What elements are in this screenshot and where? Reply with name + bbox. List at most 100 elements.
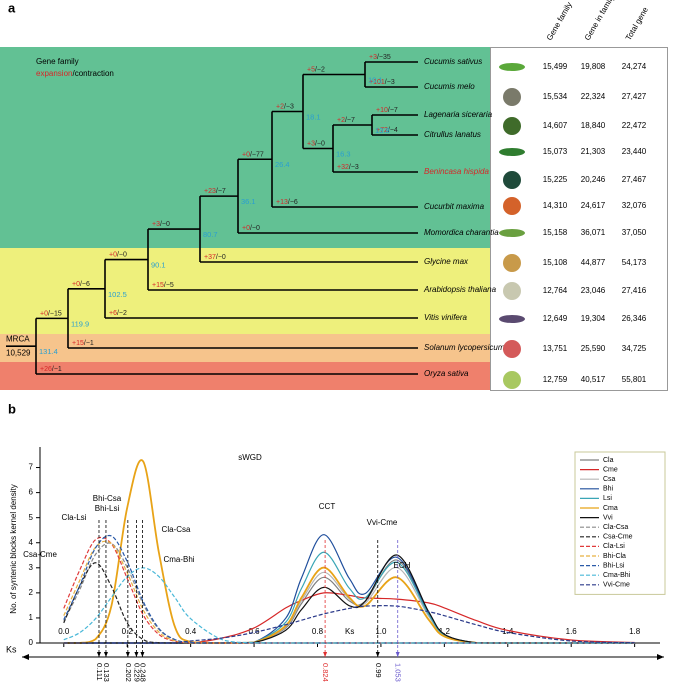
y-tick-label: 4 (29, 538, 34, 547)
contraction-count: /−4 (388, 127, 398, 134)
expansion-count: +10 (376, 107, 388, 114)
branch-change: +2/−7 (337, 117, 355, 124)
contraction-count: /−3 (284, 103, 294, 110)
table-cell: 15,073 (543, 147, 568, 156)
peak-annotation: Cla-Csa (162, 525, 191, 534)
branch-change: +101/−3 (369, 79, 395, 86)
table-cell: 19,304 (581, 314, 606, 323)
mrca-count: 10,529 (6, 348, 31, 357)
contraction-count: /−3 (349, 164, 359, 171)
species-name: Benincasa hispida (424, 167, 489, 176)
node-age: 131.4 (39, 347, 58, 356)
table-cell: 15,534 (543, 92, 568, 101)
ks-marker-arrow (103, 652, 108, 657)
table-cell: 19,808 (581, 62, 606, 71)
density-curve (63, 567, 635, 644)
peak-annotation: CCT (319, 502, 336, 511)
contraction-count: /−1 (52, 366, 62, 373)
ks-marker-label: 0.248 (138, 663, 147, 682)
table-cell: 22,324 (581, 92, 606, 101)
node-age: 26.4 (275, 160, 290, 169)
expansion-count: +15 (152, 282, 164, 289)
legend-label: Cme (603, 466, 618, 473)
species-name: Lagenaria siceraria (424, 110, 493, 119)
ks-marker-label: 0.111 (95, 663, 104, 681)
branch-change: +13/−6 (276, 199, 298, 206)
legend-label: Cma-Bhi (603, 572, 631, 579)
branch-change: +32/−3 (337, 164, 359, 171)
legend-label: Cla-Lsi (603, 543, 625, 550)
table-cell: 24,274 (622, 62, 647, 71)
contraction-count: /−0 (250, 225, 260, 232)
contraction-count: /−7 (345, 117, 355, 124)
density-curve (63, 459, 635, 644)
node-age: 13.8 (375, 126, 390, 135)
contraction-count: /−6 (80, 281, 90, 288)
species-name: Momordica charantia (424, 228, 499, 237)
y-axis-label: No. of syntenic blocks kernel density (9, 484, 18, 613)
plant-icon (499, 148, 525, 156)
table-cell: 36,071 (581, 228, 606, 237)
branch-change: +0/−77 (242, 151, 264, 158)
expansion-count: +37 (204, 254, 216, 261)
legend-title: Gene family (36, 57, 79, 66)
ks-marker-label: 0.133 (102, 663, 111, 682)
branch-change: +0/−6 (72, 281, 90, 288)
expansion-count: +32 (337, 164, 349, 171)
table-cell: 12,649 (543, 314, 568, 323)
peak-annotation: Vvi-Cme (367, 518, 398, 527)
ks-marker-label: 0.202 (124, 663, 133, 682)
legend-label: Cma (603, 505, 618, 512)
x-tick-label: 1.6 (566, 627, 578, 636)
table-cell: 27,467 (622, 175, 647, 184)
table-cell: 13,751 (543, 344, 568, 353)
peak-annotation: Bhi-Csa (93, 494, 122, 503)
branch-change: +0/−0 (242, 225, 260, 232)
panel-label: b (8, 401, 16, 416)
contraction-count: /−5 (164, 282, 174, 289)
ks-marker-arrow (140, 652, 145, 657)
legend-label: Bhi (603, 486, 614, 493)
contraction-count: /−35 (377, 54, 391, 61)
x-tick-label: 0.8 (312, 627, 324, 636)
branch-change: +10/−7 (376, 107, 398, 114)
table-cell: 26,346 (622, 314, 647, 323)
plant-icon (503, 371, 521, 389)
branch-change: +3/−0 (152, 221, 170, 228)
table-cell: 55,801 (622, 375, 647, 384)
expansion-count: +0 (72, 281, 80, 288)
x-tick-label: 1.4 (502, 627, 514, 636)
ks-marker-label: 1.053 (394, 663, 403, 682)
table-box (490, 47, 668, 391)
peak-annotation: sWGD (238, 453, 262, 462)
branch-change: +23/−7 (204, 188, 226, 195)
table-cell: 21,303 (581, 147, 606, 156)
plant-icon (503, 282, 521, 300)
legend-text: expansion/contraction (36, 69, 114, 78)
legend-label: Bhi-Cla (603, 553, 626, 560)
table-cell: 27,416 (622, 286, 647, 295)
expansion-count: +15 (72, 340, 84, 347)
column-header: Total gene (624, 5, 651, 42)
species-name: Cucumis melo (424, 82, 475, 91)
table-cell: 23,440 (622, 147, 647, 156)
expansion-count: +26 (40, 366, 52, 373)
peak-annotation: Cma-Bhi (163, 555, 194, 564)
x-tick-label: 0.4 (185, 627, 197, 636)
plant-icon (503, 197, 521, 215)
y-tick-label: 3 (29, 563, 34, 572)
node-age: 18.1 (306, 112, 321, 121)
mrca-label: MRCA (6, 334, 30, 343)
expansion-count: +72 (376, 127, 388, 134)
node-age: 90.1 (151, 261, 166, 270)
band-cucurbitaceae (0, 47, 490, 248)
legend-label: Vvi-Cme (603, 582, 630, 589)
y-tick-label: 5 (29, 513, 34, 522)
table-cell: 12,764 (543, 286, 568, 295)
contraction-count: /−0 (160, 221, 170, 228)
table-cell: 27,427 (622, 92, 647, 101)
panel-label: a (8, 0, 16, 15)
contraction-count: /−6 (288, 199, 298, 206)
expansion-count: +2 (337, 117, 345, 124)
